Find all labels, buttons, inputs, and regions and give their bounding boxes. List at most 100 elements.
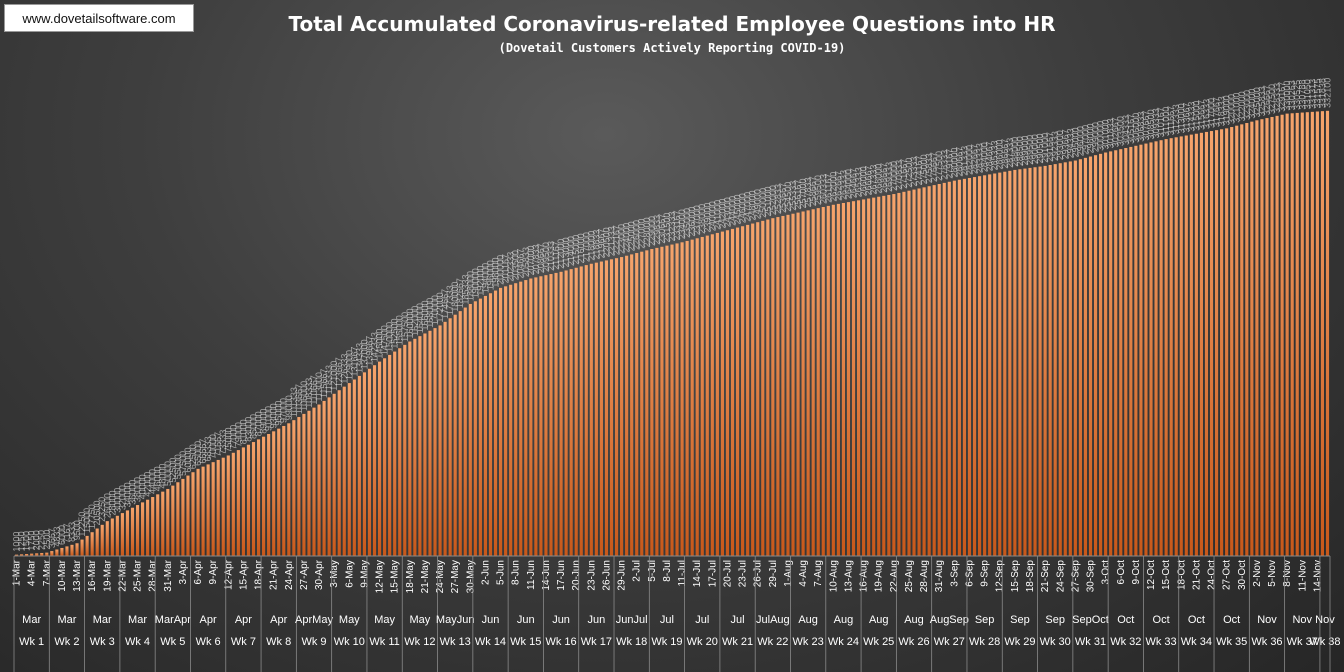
data-label: 289500 <box>1025 135 1035 165</box>
bar <box>1048 165 1052 556</box>
data-label: 318333 <box>1217 96 1227 126</box>
x-tick-label: 3-Apr <box>178 559 189 584</box>
bar <box>791 213 795 556</box>
data-label: 280667 <box>954 147 964 177</box>
data-label: 283333 <box>975 143 985 173</box>
data-label: 223000 <box>617 224 627 254</box>
data-label: 26000 <box>102 493 112 518</box>
month-label: Jul <box>660 614 674 626</box>
bar <box>665 245 669 556</box>
bar <box>978 176 982 556</box>
data-label: 249000 <box>753 189 763 219</box>
bar <box>1300 112 1304 556</box>
month-label: Aug <box>798 614 818 626</box>
data-label: 15000 <box>82 508 92 533</box>
x-tick-label: 20-Jun <box>571 560 582 591</box>
month-label: Jun <box>587 614 605 626</box>
x-tick-label: 3-Oct <box>1101 560 1112 585</box>
bar <box>695 238 699 557</box>
x-tick-label: 5-Jul <box>647 560 658 582</box>
bar <box>80 539 84 556</box>
data-label: 256167 <box>793 180 803 210</box>
data-label: 261167 <box>823 174 833 203</box>
month-label: May <box>339 614 360 626</box>
x-tick-label: 24-Oct <box>1207 560 1218 590</box>
week-label: Wk 26 <box>898 636 929 648</box>
data-label: 147500 <box>380 325 390 355</box>
data-label: 66667 <box>198 439 208 464</box>
month-label: Nov <box>1315 614 1335 626</box>
bar <box>604 260 609 556</box>
bar <box>725 230 730 556</box>
data-label: 265333 <box>854 167 864 197</box>
data-label: 320000 <box>1227 94 1237 124</box>
data-label: 180000 <box>450 282 460 312</box>
bar <box>262 436 266 556</box>
data-label: 313667 <box>1181 102 1191 132</box>
data-label: 134333 <box>354 343 364 373</box>
x-tick-label: 30-Oct <box>1237 560 1248 590</box>
data-label: 57500 <box>178 451 188 476</box>
bar <box>1169 138 1173 556</box>
x-tick-label: 1-Aug <box>783 560 794 587</box>
bar <box>372 365 377 556</box>
data-label: 296000 <box>1075 126 1085 156</box>
bar <box>1245 123 1249 556</box>
bar <box>282 425 286 556</box>
week-label: Wk 29 <box>1004 636 1035 648</box>
website-label[interactable]: www.dovetailsoftware.com <box>4 4 194 32</box>
data-label: 229833 <box>652 215 662 245</box>
data-label: 1000 <box>12 532 22 552</box>
data-label: 32000 <box>117 485 127 510</box>
data-label: 309333 <box>1151 108 1161 138</box>
month-label: Oct <box>1117 614 1134 626</box>
bar <box>1093 155 1098 556</box>
data-label: 304333 <box>1121 115 1131 145</box>
bar <box>1053 164 1057 556</box>
x-tick-label: 27-Apr <box>299 559 310 590</box>
data-label: 247000 <box>743 192 753 222</box>
bar <box>932 185 936 556</box>
bar <box>403 344 407 556</box>
x-tick-label: 19-Mar <box>102 559 113 591</box>
bar <box>287 423 291 556</box>
bar <box>897 192 901 556</box>
bar <box>408 341 412 556</box>
bar <box>181 478 185 556</box>
bar <box>630 254 634 556</box>
x-tick-label: 12-Sep <box>995 560 1006 593</box>
data-label: 307667 <box>1141 111 1151 141</box>
data-label: 303500 <box>1116 116 1126 146</box>
bar <box>1018 169 1022 556</box>
data-label: 298000 <box>1086 123 1096 153</box>
bar <box>877 196 881 557</box>
month-label: Oct <box>1188 614 1205 626</box>
month-label: May <box>374 614 395 626</box>
x-tick-label: 16-Aug <box>859 560 870 592</box>
data-label: 217000 <box>581 232 591 262</box>
bar <box>307 410 311 556</box>
data-label: 284667 <box>985 141 995 171</box>
x-tick-label: 22-Mar <box>117 559 128 591</box>
data-label: 311667 <box>1166 106 1176 135</box>
data-label: 209500 <box>541 242 551 272</box>
bar <box>438 325 442 556</box>
bar <box>1164 139 1168 556</box>
bar <box>206 464 210 556</box>
bar <box>388 354 392 556</box>
bar <box>967 177 972 556</box>
data-label: 126333 <box>339 354 349 384</box>
data-label: 42000 <box>143 472 153 497</box>
bar <box>771 218 775 556</box>
week-label: Wk 8 <box>266 636 291 648</box>
bar <box>1119 149 1123 556</box>
bar <box>332 393 336 556</box>
data-label: 212000 <box>556 239 566 269</box>
x-tick-label: 31-Mar <box>163 559 174 591</box>
bar <box>1189 134 1193 556</box>
week-label: Wk 9 <box>301 636 326 648</box>
bar <box>836 203 840 556</box>
bar <box>544 275 548 556</box>
bar <box>468 303 472 556</box>
bar <box>367 368 372 556</box>
